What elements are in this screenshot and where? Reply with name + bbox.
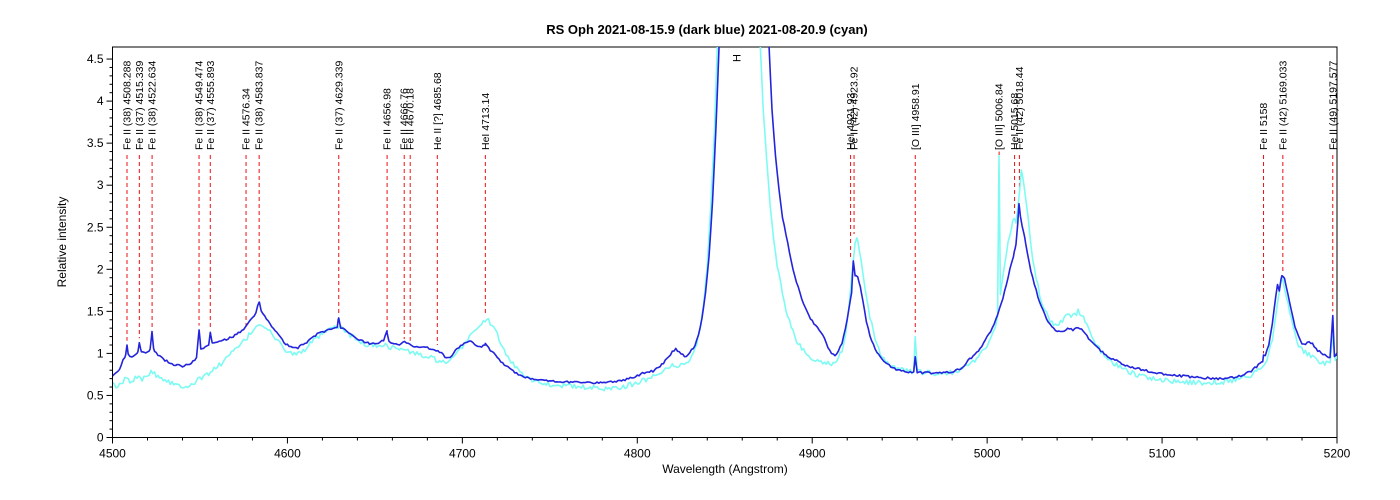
x-tick-label: 4700 — [449, 447, 476, 461]
y-tick-label: 4 — [97, 94, 104, 108]
spectral-line-label: HeI 4713.14 — [480, 93, 492, 150]
y-tick-label: 3 — [97, 178, 104, 192]
y-tick-label: 0 — [97, 431, 104, 445]
chart-title: RS Oph 2021-08-15.9 (dark blue) 2021-08-… — [546, 22, 868, 37]
spectral-line-label: HeI 4921.93 — [845, 93, 857, 150]
x-tick-label: 5100 — [1149, 447, 1176, 461]
spectral-line-label: Fe II (37) 4629.339 — [333, 61, 345, 150]
spectral-line-label: Fe II (38) 4522.634 — [147, 61, 159, 150]
spectral-line-markers — [126, 151, 1334, 354]
spectral-line-label: Fe II (42) 5018.44 — [1014, 66, 1026, 150]
plot-border — [112, 46, 1338, 438]
x-tick-label: 5200 — [1324, 447, 1351, 461]
x-tick-label: 4600 — [274, 447, 301, 461]
y-tick-label: 3.5 — [87, 136, 104, 150]
spectrum-line-blue — [113, 47, 1337, 385]
x-tick-label: 4800 — [624, 447, 651, 461]
spectral-line-label: Fe II 4666.76 — [399, 88, 411, 150]
spectral-line-label: Fe II (42) 4923.92 — [849, 66, 861, 150]
spectral-line-label: Fe II (37) 4515.339 — [134, 61, 146, 150]
y-axis-label: Relative intensity — [55, 197, 69, 288]
spectral-line-label: Fe II 4576.34 — [241, 88, 253, 150]
spectral-line-label: Fe II (37) 4555.893 — [205, 61, 217, 150]
y-tick-label: 2.5 — [87, 220, 104, 234]
spectral-line-label: He II [?] 4685.68 — [432, 72, 444, 150]
x-tick-label: 4900 — [799, 447, 826, 461]
spectral-line-label: Fe II (38) 4508.288 — [121, 61, 133, 150]
spectral-line-label: HeI 5015.68 — [1009, 93, 1021, 150]
spectral-line-label: Fe II 5158 — [1258, 103, 1270, 150]
spectral-line-label: Fe II (38) 4549.474 — [194, 61, 206, 150]
spectrum-line-cyan — [113, 47, 1337, 392]
y-tick-label: 4.5 — [87, 52, 104, 66]
spectral-line-label: Fe II 4656.98 — [382, 88, 394, 150]
spectral-line-label: Fe II (42) 5169.033 — [1277, 61, 1289, 150]
spectral-line-label: Fe II 4670.18 — [405, 88, 417, 150]
x-tick-label: 4500 — [99, 447, 126, 461]
spectral-line-label: Fe II (38) 4583.837 — [254, 61, 266, 150]
axis-ticks: 4500 4600 4700 4800 4900 5000 5100 5200 0 0.5 1 1.5… — [87, 52, 1351, 460]
spectral-line-label: Fe II (49) 5197.577 — [1327, 61, 1339, 150]
marker-labels: Fe II (38) 4508.288 Fe II (37) 4515.339 Fe… — [121, 54, 1339, 150]
y-tick-label: 2 — [97, 262, 104, 276]
spectrum-curves — [113, 47, 1337, 392]
x-axis-label: Wavelength (Angstrom) — [662, 462, 788, 476]
y-tick-label: 0.5 — [87, 388, 104, 402]
spectral-line-label: [O III] 4958.91 — [910, 83, 922, 150]
y-tick-label: 1.5 — [87, 304, 104, 318]
hbeta-label: H — [731, 54, 743, 62]
y-tick-label: 1 — [97, 346, 104, 360]
spectral-line-label: [O III] 5006.84 — [994, 83, 1006, 150]
x-tick-label: 5000 — [974, 447, 1001, 461]
